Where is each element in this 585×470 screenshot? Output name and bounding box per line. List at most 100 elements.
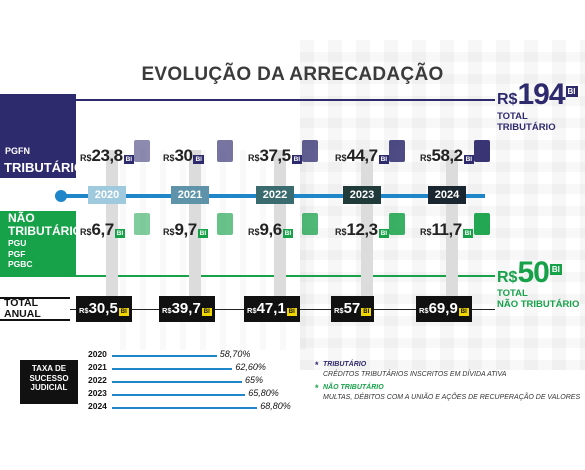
coin-stack-icon <box>474 140 490 162</box>
total-nao-tributario-caption: TOTAL NÃO TRIBUTÁRIO <box>497 288 579 310</box>
nao-tributario-value-2020-currency: R$ <box>80 227 92 237</box>
total-anual-value-2023-currency: R$ <box>334 306 344 315</box>
year-2024-chip: 2024 <box>428 186 466 204</box>
total-anual-value-2020-currency: R$ <box>79 306 89 315</box>
nao-tributario-total-line <box>0 275 495 277</box>
tributario-value-2023-number: 44,7 <box>346 146 379 165</box>
tributario-value-2023-currency: R$ <box>335 153 347 163</box>
nao-tributario-label-1: NÃO <box>8 211 35 225</box>
success-rate-bar-2020 <box>112 355 217 357</box>
tributario-panel <box>0 94 76 178</box>
coin-stack-icon <box>217 140 233 162</box>
total-nao-tributario-caption-2: NÃO TRIBUTÁRIO <box>497 299 580 310</box>
success-rate-bar-2021 <box>112 368 233 370</box>
total-anual-value-2023-number: 57 <box>343 300 361 317</box>
total-anual-value-2021-number: 39,7 <box>171 300 201 317</box>
nao-tributario-value-2022-currency: R$ <box>248 227 260 237</box>
success-rate-year-2021: 2021 <box>88 362 107 372</box>
total-anual-value-2024-currency: R$ <box>419 306 429 315</box>
money-icon <box>474 213 490 235</box>
pgfn-label: PGFN <box>5 146 31 156</box>
nao-tributario-value-2023: R$12,3 BI <box>335 220 390 240</box>
legend-nao-tributario-star: * <box>315 383 319 393</box>
coin-stack-icon <box>302 140 318 162</box>
total-anual-value-2022-bi: BI <box>286 308 297 316</box>
nao-tributario-value-2021-number: 9,7 <box>174 220 198 239</box>
nao-tributario-value-2024-bi: BI <box>462 229 474 238</box>
nao-tributario-value-2023-bi: BI <box>378 229 390 238</box>
total-anual-value-2020: R$30,5 BI <box>76 296 132 322</box>
total-tributario-caption-2: TRIBUTÁRIO <box>497 122 556 133</box>
tributario-value-2022-number: 37,5 <box>259 146 292 165</box>
total-anual-value-2024-bi: BI <box>458 308 469 316</box>
chart-title: EVOLUÇÃO DA ARRECADAÇÃO <box>141 64 444 85</box>
total-nao-tributario-currency: R$ <box>497 269 518 286</box>
tributario-value-2021-currency: R$ <box>163 153 175 163</box>
nao-tributario-value-2020-bi: BI <box>114 229 126 238</box>
nao-tributario-value-2024-number: 11,7 <box>431 220 463 239</box>
success-rate-year-2022: 2022 <box>88 375 107 385</box>
year-2023-chip: 2023 <box>343 186 381 204</box>
coin-stack-icon <box>134 140 150 162</box>
total-anual-box <box>0 297 70 321</box>
year-2022-chip: 2022 <box>256 186 294 204</box>
nao-tributario-panel <box>0 211 76 276</box>
legend-tributario-desc: CRÉDITOS TRIBUTÁRIOS INSCRITOS EM DÍVIDA… <box>323 371 507 378</box>
tributario-value-2021-number: 30 <box>174 146 193 165</box>
tributario-value-2022-currency: R$ <box>248 153 260 163</box>
total-tributario-caption: TOTAL TRIBUTÁRIO <box>497 111 556 133</box>
nao-tributario-value-2022-number: 9,6 <box>259 220 283 239</box>
success-rate-value-2022: 65% <box>245 375 264 385</box>
success-rate-bar-2023 <box>112 394 246 396</box>
money-icon <box>217 213 233 235</box>
success-rate-value-2021: 62,60% <box>235 362 266 372</box>
total-anual-value-2020-bi: BI <box>118 308 129 316</box>
org-pgbc: PGBC <box>8 259 33 269</box>
total-anual-value-2021-currency: R$ <box>162 306 172 315</box>
year-2021-chip: 2021 <box>171 186 209 204</box>
legend-nao-tributario-desc: MULTAS, DÉBITOS COM A UNIÃO E AÇÕES DE R… <box>323 394 581 401</box>
success-rate-value-2024: 68,80% <box>260 401 291 411</box>
total-anual-value-2022-currency: R$ <box>247 306 257 315</box>
nao-tributario-value-2022: R$9,6 BI <box>248 220 294 240</box>
org-pgu: PGU <box>8 238 27 248</box>
total-tributario-caption-1: TOTAL <box>497 111 528 122</box>
nao-tributario-value-2022-bi: BI <box>282 229 294 238</box>
total-anual-value-2021: R$39,7 BI <box>159 296 215 322</box>
total-anual-value-2022: R$47,1 BI <box>244 296 300 322</box>
total-nao-tributario-caption-1: TOTAL <box>497 288 528 299</box>
success-rate-year-2024: 2024 <box>88 401 107 411</box>
org-pgf: PGF <box>8 248 26 259</box>
tributario-value-2020-currency: R$ <box>80 153 92 163</box>
nao-tributario-value-2020: R$6,7 BI <box>80 220 126 240</box>
legend-tributario-star: * <box>315 360 319 370</box>
nao-tributario-label-2: TRIBUTÁRIO <box>8 224 82 238</box>
legend-nao-tributario-head: NÃO TRIBUTÁRIO <box>323 384 384 391</box>
tributario-value-2021-bi: BI <box>193 155 204 164</box>
total-anual-value-2021-bi: BI <box>201 308 212 316</box>
total-nao-tributario: R$50 BI <box>497 256 562 290</box>
total-tributario: R$194 BI <box>497 78 578 112</box>
total-anual-value-2024-number: 69,9 <box>428 300 458 317</box>
money-icon <box>389 213 405 235</box>
tributario-value-2024-number: 58,2 <box>431 146 464 165</box>
tributario-label: TRIBUTÁRIO <box>4 160 85 175</box>
tributario-total-line <box>0 99 495 101</box>
total-tributario-currency: R$ <box>497 91 518 108</box>
success-rate-bar-2024 <box>112 407 258 409</box>
money-icon <box>302 213 318 235</box>
nao-tributario-value-2024: R$11,7 BI <box>420 220 474 240</box>
success-rate-year-2020: 2020 <box>88 349 107 359</box>
nao-tributario-value-2023-currency: R$ <box>335 227 347 237</box>
coin-stack-icon <box>389 140 405 162</box>
total-anual-label: TOTAL ANUAL <box>4 298 41 320</box>
tributario-value-2020-number: 23,8 <box>91 146 124 165</box>
nao-tributario-value-2024-currency: R$ <box>420 227 432 237</box>
tributario-value-2021: R$30 BI <box>163 146 204 166</box>
nao-tributario-value-2021-currency: R$ <box>163 227 175 237</box>
year-2020-chip: 2020 <box>88 186 126 204</box>
total-nao-tributario-bi: BI <box>549 264 562 275</box>
nao-tributario-value-2021-bi: BI <box>197 229 209 238</box>
nao-tributario-value-2021: R$9,7 BI <box>163 220 209 240</box>
tributario-value-2022-bi: BI <box>291 155 303 164</box>
